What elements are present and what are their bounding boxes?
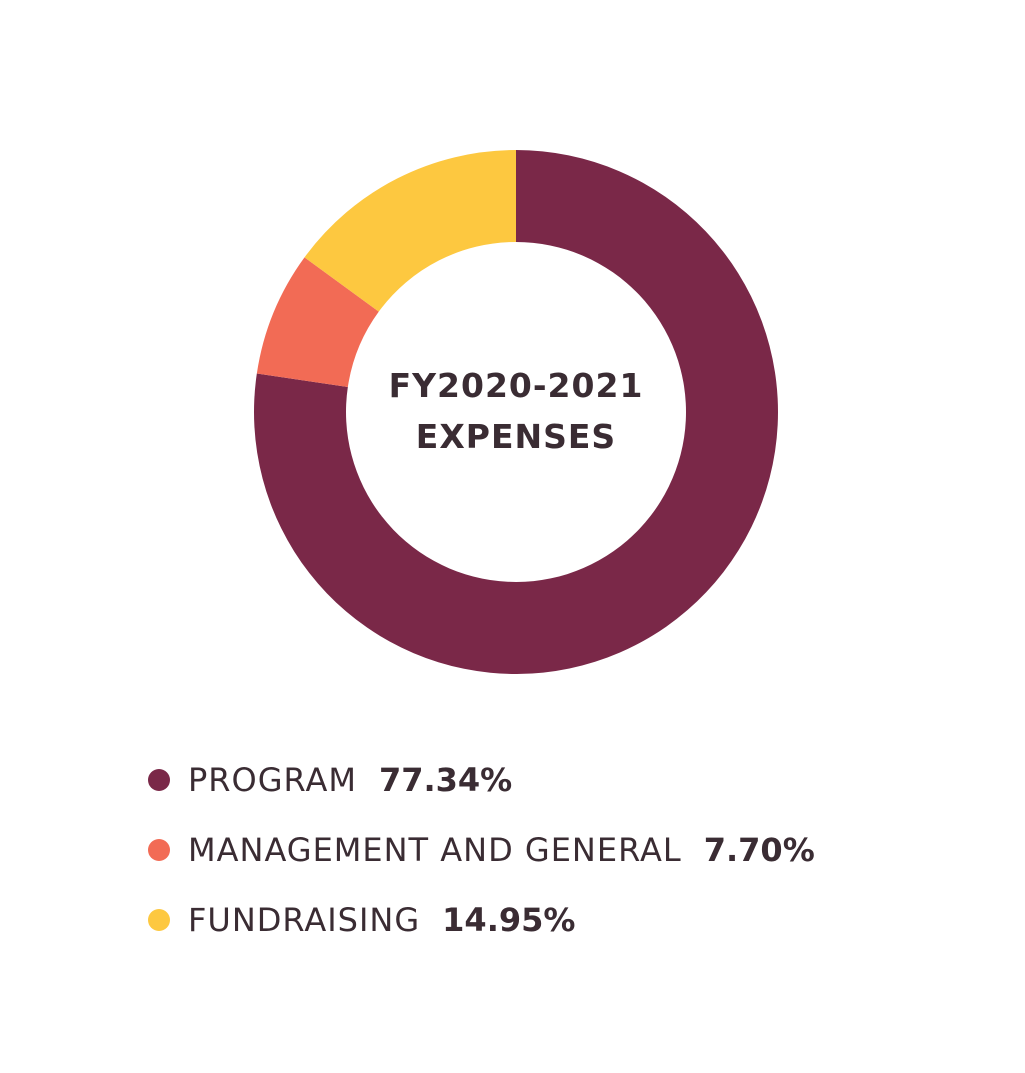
legend-value-management-and-general: 7.70% — [703, 831, 815, 869]
chart-title-line-2: EXPENSES — [415, 417, 617, 456]
donut-slice-management-and-general — [256, 257, 379, 388]
legend-value-program: 77.34% — [378, 761, 513, 799]
legend-label-program: PROGRAM — [188, 761, 357, 799]
legend-label-fundraising: FUNDRAISING — [188, 901, 421, 939]
legend-dot-fundraising — [148, 909, 170, 931]
donut-chart — [253, 150, 779, 674]
chart-legend: PROGRAM 77.34% MANAGEMENT AND GENERAL 7.… — [148, 745, 815, 955]
donut-slice-program — [253, 150, 779, 674]
legend-label-management-and-general: MANAGEMENT AND GENERAL — [188, 831, 682, 869]
chart-title-line-1: FY2020-2021 — [388, 366, 644, 405]
donut-slice-fundraising — [304, 150, 516, 312]
legend-item-management-and-general: MANAGEMENT AND GENERAL 7.70% — [148, 815, 815, 885]
chart-title: FY2020-2021 EXPENSES — [366, 360, 666, 462]
legend-item-program: PROGRAM 77.34% — [148, 745, 815, 815]
legend-item-fundraising: FUNDRAISING 14.95% — [148, 885, 815, 955]
legend-dot-management-and-general — [148, 839, 170, 861]
legend-dot-program — [148, 769, 170, 791]
legend-value-fundraising: 14.95% — [442, 901, 576, 939]
